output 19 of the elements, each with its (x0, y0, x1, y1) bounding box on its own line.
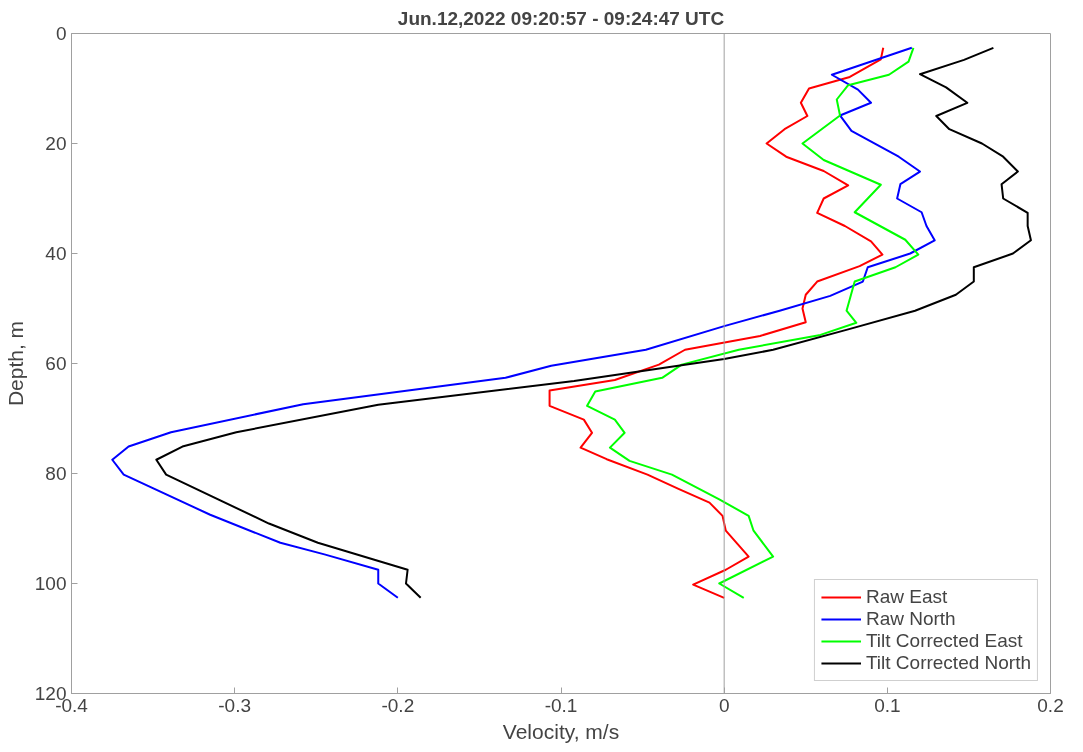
legend-label: Raw North (865, 608, 956, 630)
y-axis-title: Depth, m (3, 320, 27, 407)
chart-title: Jun.12,2022 09:20:57 - 09:24:47 UTC (397, 7, 725, 29)
x-tick-label: 0.2 (1037, 694, 1064, 716)
y-tick-label: 60 (45, 353, 67, 374)
x-axis-title: Velocity, m/s (502, 719, 620, 743)
legend-label: Tilt Corrected East (865, 630, 1023, 652)
y-tick-label: 20 (45, 133, 67, 154)
x-tick-label: 0.1 (874, 694, 901, 716)
y-tick-label: 80 (45, 463, 67, 484)
x-tick-label: -0.3 (218, 694, 252, 716)
y-tick-label: 100 (34, 573, 67, 594)
x-tick-label: 0 (718, 694, 730, 716)
legend-label: Tilt Corrected North (865, 652, 1031, 674)
legend-label: Raw East (865, 586, 948, 608)
y-tick-label: 40 (45, 243, 67, 264)
y-tick-label: 0 (55, 23, 67, 44)
x-tick-label: -0.1 (544, 694, 578, 716)
x-tick-label: -0.2 (381, 694, 415, 716)
